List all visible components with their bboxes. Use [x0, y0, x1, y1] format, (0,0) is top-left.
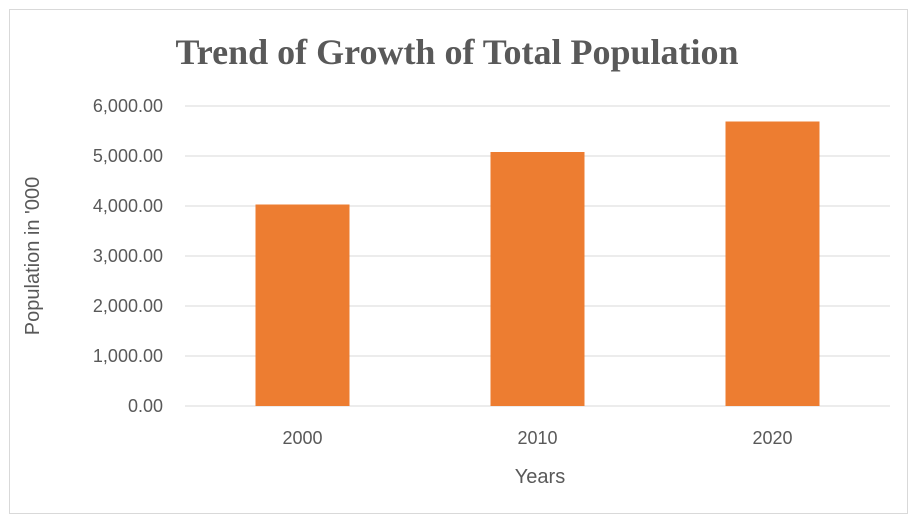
- x-axis-title: Years: [515, 466, 565, 488]
- y-tick-label: 2,000.00: [93, 296, 163, 316]
- x-tick-label: 2010: [517, 428, 557, 448]
- bars: [255, 121, 820, 406]
- y-tick-label: 5,000.00: [93, 146, 163, 166]
- y-tick-label: 1,000.00: [93, 346, 163, 366]
- x-tick-label: 2020: [752, 428, 792, 448]
- x-axis-tick-labels: 2000 2010 2020: [282, 428, 792, 448]
- y-axis-tick-labels: 0.00 1,000.00 2,000.00 3,000.00 4,000.00 5,00…: [93, 96, 163, 416]
- y-tick-label: 0.00: [128, 396, 163, 416]
- y-tick-label: 4,000.00: [93, 196, 163, 216]
- y-tick-label: 3,000.00: [93, 246, 163, 266]
- bar-2000: [255, 204, 350, 406]
- y-tick-label: 6,000.00: [93, 96, 163, 116]
- chart-title: Trend of Growth of Total Population: [175, 32, 739, 72]
- x-tick-label: 2000: [282, 428, 322, 448]
- bar-2010: [490, 152, 585, 406]
- bar-2020: [725, 121, 820, 406]
- y-axis-title: Population in '000: [22, 177, 44, 335]
